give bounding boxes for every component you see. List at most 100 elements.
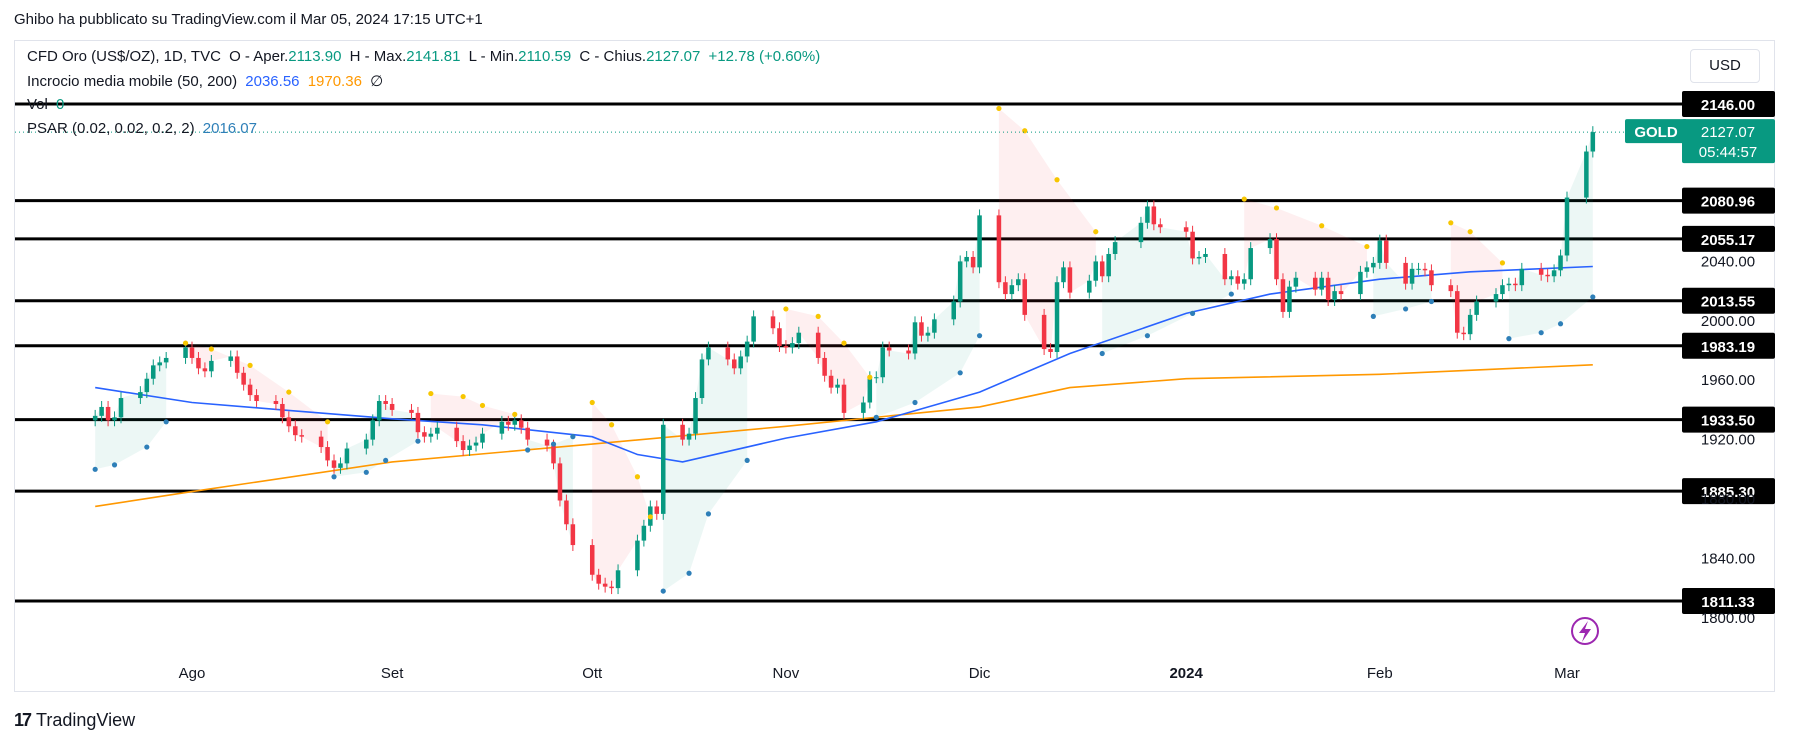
level-label-bg xyxy=(1682,332,1775,359)
candle-body xyxy=(1241,279,1247,284)
candle-body xyxy=(247,384,253,396)
x-tick-label: 2024 xyxy=(1169,665,1203,682)
psar-dot xyxy=(1506,336,1512,342)
candle-body xyxy=(1016,279,1021,286)
psar-dot xyxy=(479,402,486,409)
psar-dot xyxy=(609,422,615,428)
psar-dot xyxy=(783,306,789,312)
symbol-badge-bg xyxy=(1625,119,1687,144)
candle-body xyxy=(596,574,601,584)
candle-body xyxy=(977,215,982,268)
psar-fill-region xyxy=(998,108,1096,352)
candle-body xyxy=(996,215,1002,283)
candle-body xyxy=(1067,267,1073,293)
candle-body xyxy=(790,343,795,348)
candle-body xyxy=(422,432,427,437)
candle-body xyxy=(112,417,117,421)
psar-dot xyxy=(383,457,389,464)
level-label: 1885.30 xyxy=(1701,484,1755,501)
psar-dot xyxy=(111,462,118,468)
vol-label: Vol xyxy=(27,96,48,113)
candle-body xyxy=(680,424,685,440)
horizontal-levels: 2146.00 2080.96 2055.17 2013.55 1983.19 1933.… xyxy=(15,91,1775,614)
y-tick-label: 1920.00 xyxy=(1701,432,1755,449)
psar-dot xyxy=(331,474,337,480)
ma-label: Incrocio media mobile (50, 200) xyxy=(27,73,238,90)
candle-body xyxy=(428,433,434,437)
candle-body xyxy=(1022,279,1028,315)
candle-body xyxy=(589,545,595,575)
high-label: H - Max. xyxy=(349,48,407,65)
candle-body xyxy=(338,463,343,468)
candle-body xyxy=(92,415,98,421)
tradingview-logo[interactable]: 17 TradingView xyxy=(14,710,135,731)
psar-dot xyxy=(324,419,331,425)
vol-legend: Vol 0 xyxy=(27,96,68,113)
candle-body xyxy=(1274,239,1279,280)
candle-body xyxy=(118,398,124,418)
candle-body xyxy=(151,365,156,379)
candle-body xyxy=(196,357,201,369)
currency-button[interactable]: USD xyxy=(1690,49,1760,83)
chart-frame[interactable] xyxy=(14,40,1775,692)
candle-body xyxy=(1564,197,1570,256)
psar-dot xyxy=(1467,229,1473,235)
candle-body xyxy=(815,332,821,358)
ma50-value: 2036.56 xyxy=(245,73,300,90)
candle-body xyxy=(828,375,834,388)
psar-dot xyxy=(163,419,169,425)
psar-dots xyxy=(92,105,1596,594)
level-label: 1811.33 xyxy=(1701,594,1754,611)
psar-legend: PSAR (0.02, 0.02, 0.2, 2) 2016.07 xyxy=(27,120,261,137)
x-tick-label: Ott xyxy=(582,665,603,682)
candle-body xyxy=(525,427,530,440)
event-lightning-icon[interactable] xyxy=(1571,617,1599,645)
psar-dot xyxy=(525,447,531,453)
psar-dot xyxy=(686,570,692,576)
candle-body xyxy=(783,346,789,348)
psar-dot xyxy=(815,313,821,319)
psar-dot xyxy=(1093,229,1099,235)
ma200-line xyxy=(95,364,1593,508)
x-tick-label: Dic xyxy=(969,665,991,682)
level-label: 1983.19 xyxy=(1701,339,1755,356)
candle-body xyxy=(506,421,511,425)
tradingview-mark-icon: 17 xyxy=(14,710,32,730)
candle-body xyxy=(467,445,472,451)
candle-body xyxy=(1422,268,1428,271)
y-axis: 1800.00 1840.00 1880.00 1920.00 1960.00 2000.… xyxy=(1701,253,1755,626)
level-label: 2146.00 xyxy=(1701,97,1755,114)
candle-body xyxy=(744,341,750,357)
candle-body xyxy=(1551,270,1557,277)
candle-body xyxy=(293,426,298,436)
candle-body xyxy=(1474,301,1479,315)
psar-dot xyxy=(996,105,1002,112)
candle-body xyxy=(1364,267,1370,272)
candle-body xyxy=(1267,239,1273,249)
psar-fill-region xyxy=(785,308,870,413)
low-value: 2110.59 xyxy=(518,48,572,65)
psar-dot xyxy=(957,370,963,376)
candle-body xyxy=(409,409,414,413)
psar-dot xyxy=(286,389,292,395)
candle-body xyxy=(1235,276,1241,284)
publish-caption: Ghibo ha pubblicato su TradingView.com i… xyxy=(14,11,483,28)
candle-body xyxy=(1145,206,1150,223)
psar-fills xyxy=(95,108,1593,592)
candle-body xyxy=(364,439,369,449)
psar-dot xyxy=(873,414,879,420)
candle-body xyxy=(770,316,776,329)
candle-body xyxy=(1287,286,1292,312)
close-label: C - Chius. xyxy=(579,48,647,65)
candle-body xyxy=(1312,277,1318,290)
candle-body xyxy=(157,362,162,366)
candle-body xyxy=(1151,206,1157,225)
candle-body xyxy=(912,322,918,354)
candle-body xyxy=(706,347,711,360)
candle-body xyxy=(1183,227,1189,232)
candle-body xyxy=(518,420,524,428)
y-tick-label: 1800.00 xyxy=(1701,610,1755,627)
candle-body xyxy=(1358,271,1363,295)
candle-body xyxy=(841,384,847,413)
